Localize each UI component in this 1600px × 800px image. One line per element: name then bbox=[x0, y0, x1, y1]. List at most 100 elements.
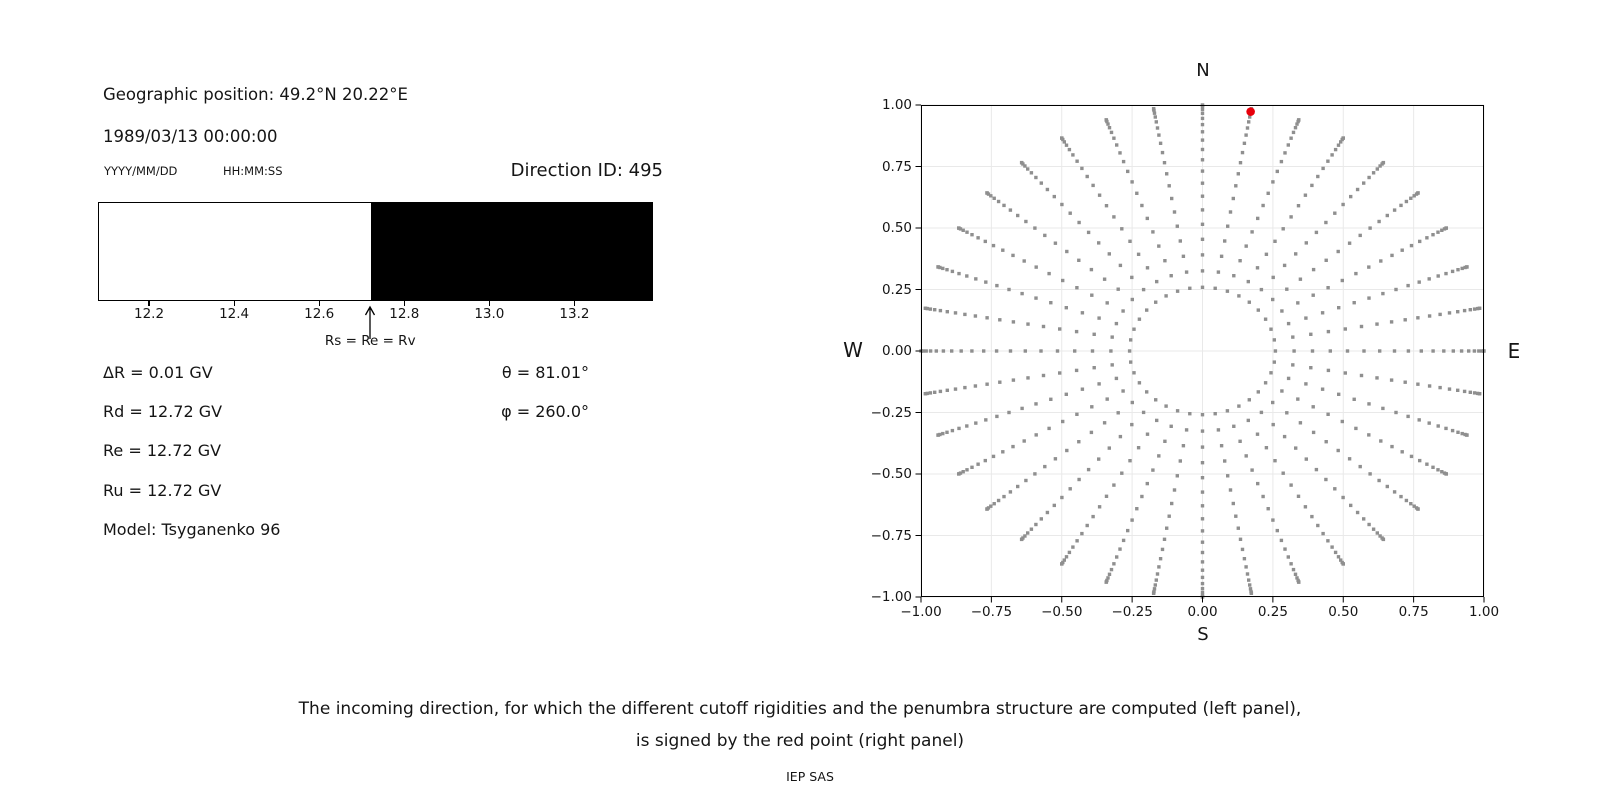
direction-dot bbox=[1080, 387, 1085, 391]
direction-dot bbox=[1440, 228, 1444, 232]
direction-dot bbox=[1246, 279, 1250, 284]
direction-dot bbox=[1347, 457, 1352, 461]
direction-dot bbox=[1008, 208, 1013, 212]
direction-dot bbox=[945, 430, 949, 434]
direction-dot bbox=[1247, 578, 1251, 582]
direction-dot bbox=[1170, 501, 1174, 506]
compass-west-label: W bbox=[843, 338, 863, 362]
direction-dot bbox=[1158, 141, 1163, 145]
direction-dot bbox=[976, 236, 980, 240]
direction-dot bbox=[1416, 507, 1420, 511]
direction-dot bbox=[998, 318, 1002, 322]
direction-dot bbox=[965, 274, 969, 278]
direction-dot bbox=[1097, 382, 1101, 386]
direction-dot bbox=[1324, 440, 1328, 444]
compass-east-label: E bbox=[1507, 339, 1521, 363]
direction-dot bbox=[1128, 239, 1132, 243]
direction-dot bbox=[1352, 397, 1356, 401]
direction-dot bbox=[1368, 226, 1372, 230]
direction-dot bbox=[1169, 424, 1173, 428]
direction-dot bbox=[1273, 349, 1278, 353]
direction-dot bbox=[984, 418, 988, 422]
direction-dot bbox=[1294, 252, 1298, 256]
direction-dot bbox=[1200, 111, 1205, 116]
direction-dot bbox=[1362, 517, 1366, 521]
direction-dot bbox=[1375, 322, 1379, 326]
direction-dot bbox=[1431, 349, 1435, 353]
direction-dot bbox=[1240, 547, 1245, 552]
direction-dot bbox=[983, 458, 987, 463]
direction-dot bbox=[1002, 494, 1006, 499]
direction-dot bbox=[1219, 254, 1224, 258]
direction-dot bbox=[1145, 390, 1149, 394]
direction-dot bbox=[1141, 410, 1146, 415]
direction-dot bbox=[1200, 461, 1205, 465]
direction-dot bbox=[965, 468, 969, 472]
direction-dot bbox=[1162, 537, 1167, 541]
direction-dot bbox=[1160, 547, 1165, 552]
direction-dot bbox=[1371, 527, 1376, 531]
direction-dot bbox=[1033, 472, 1037, 476]
direction-dot bbox=[1403, 318, 1407, 322]
penumbra-tick-mark bbox=[318, 301, 320, 306]
direction-dot bbox=[1275, 169, 1279, 174]
direction-dot bbox=[1130, 422, 1134, 427]
direction-dot bbox=[1320, 387, 1325, 391]
direction-dot bbox=[1016, 213, 1020, 218]
direction-dot bbox=[1271, 275, 1275, 280]
direction-dot bbox=[1442, 349, 1446, 353]
direction-dot bbox=[1286, 321, 1291, 326]
direction-dot bbox=[1126, 528, 1130, 533]
direction-dot bbox=[1039, 181, 1043, 185]
direction-dot bbox=[1151, 230, 1155, 234]
direction-dot bbox=[1184, 428, 1189, 432]
direction-dot bbox=[1255, 266, 1260, 270]
direction-dot bbox=[1259, 410, 1264, 415]
y-tick-label: 0.50 bbox=[881, 220, 912, 236]
direction-dot bbox=[941, 431, 945, 436]
direction-dot bbox=[945, 388, 949, 392]
direction-dot bbox=[1321, 166, 1325, 171]
direction-dot bbox=[1110, 335, 1114, 339]
direction-dot bbox=[984, 280, 988, 284]
caption-line-1: The incoming direction, for which the di… bbox=[298, 699, 1302, 719]
direction-dot bbox=[1367, 522, 1371, 527]
direction-dot bbox=[1086, 467, 1091, 472]
direction-dot bbox=[1130, 518, 1134, 522]
direction-dot bbox=[1034, 175, 1038, 180]
direction-dot bbox=[1045, 510, 1050, 515]
direction-dot bbox=[1291, 335, 1295, 339]
direction-dot bbox=[1333, 487, 1337, 491]
direction-dot bbox=[1163, 259, 1167, 263]
direction-dot bbox=[1200, 122, 1205, 127]
direction-dot bbox=[1271, 297, 1275, 302]
direction-dot bbox=[1047, 426, 1051, 431]
direction-dot bbox=[1200, 445, 1205, 449]
direction-dot bbox=[1310, 514, 1314, 519]
direction-dot bbox=[1275, 528, 1279, 533]
direction-dot bbox=[1170, 196, 1174, 201]
direction-dot bbox=[1316, 523, 1320, 528]
direction-dot bbox=[1085, 523, 1089, 528]
direction-dot bbox=[1121, 159, 1126, 164]
direction-dot bbox=[1291, 130, 1296, 135]
direction-dot bbox=[1228, 210, 1233, 214]
direction-dot bbox=[1377, 478, 1381, 483]
direction-dot bbox=[1427, 384, 1432, 388]
direction-dot bbox=[1128, 459, 1132, 463]
direction-dot bbox=[1118, 547, 1122, 551]
direction-dot bbox=[1324, 477, 1328, 482]
direction-dot bbox=[1219, 444, 1224, 448]
direction-dot bbox=[1295, 122, 1299, 126]
direction-dot bbox=[1247, 120, 1251, 124]
direction-dot bbox=[1011, 253, 1015, 258]
direction-dot bbox=[1242, 557, 1247, 561]
direction-dot bbox=[938, 308, 943, 313]
direction-dot bbox=[1007, 410, 1011, 415]
direction-dot bbox=[1145, 481, 1149, 486]
direction-dot bbox=[1118, 263, 1123, 268]
datetime-text: 1989/03/13 00:00:00 bbox=[103, 127, 278, 146]
direction-dot bbox=[1085, 174, 1089, 179]
direction-dot bbox=[1129, 338, 1133, 342]
direction-dot bbox=[1008, 490, 1013, 494]
